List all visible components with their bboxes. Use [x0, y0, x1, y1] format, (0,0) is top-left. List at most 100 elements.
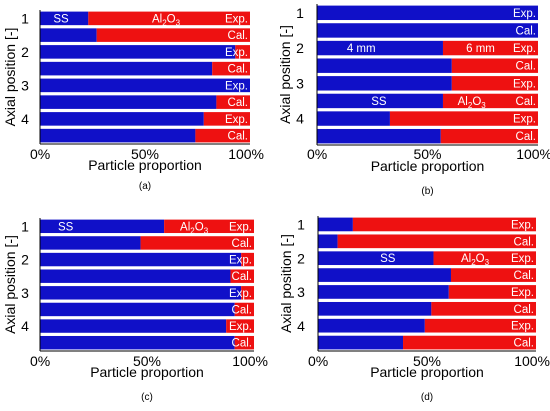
bar-segment-blue	[318, 217, 353, 232]
bar-type-label: Exp.	[229, 288, 252, 300]
x-axis-label: Particle proportion	[88, 157, 202, 173]
x-tick-label: 100%	[232, 353, 268, 369]
bar-segment-red	[212, 61, 250, 76]
bar-segment-red	[96, 28, 250, 42]
bar-segment-blue	[40, 28, 97, 42]
bar-type-label: Cal.	[228, 30, 248, 42]
bar-segment-red	[216, 95, 250, 109]
bar-segment-blue	[40, 78, 250, 93]
bar-segment-blue	[318, 318, 425, 333]
bar-segment-red	[234, 335, 254, 350]
bar-annotation: SS	[53, 13, 69, 25]
bar-segment-blue	[40, 219, 165, 234]
bar-type-label: Cal.	[232, 271, 252, 283]
bar-type-label: Cal.	[516, 61, 536, 73]
x-tick-label: 50%	[133, 353, 161, 369]
bar-segment-blue	[40, 236, 141, 250]
y-tick-label: 2	[21, 252, 29, 268]
bar-type-label: Cal.	[516, 25, 536, 37]
bar-segment-blue	[40, 11, 89, 26]
chart-panel-a: Exp. Cal. Exp. Cal. Exp. Cal. Exp. Cal. SS Al2O3 1…	[2, 10, 264, 192]
bar-segment-red	[431, 301, 536, 316]
bar-segment-red	[226, 319, 254, 333]
bar-segment-blue	[318, 268, 451, 282]
chart-panel-d: Exp. Cal. Exp. Cal. Exp. Cal. Exp. Cal. SS Al2O3 1…	[278, 216, 550, 403]
bar-annotation: SS	[58, 221, 74, 233]
bar-segment-red	[424, 318, 536, 333]
y-tick-label: 1	[21, 11, 29, 27]
bar-segment-blue	[40, 319, 227, 333]
y-tick-label: 1	[21, 219, 29, 235]
x-axis-label: Particle proportion	[370, 364, 484, 380]
bar-segment-blue	[40, 45, 236, 59]
y-tick-label: 3	[296, 75, 304, 91]
bar-type-label: Exp.	[511, 253, 534, 265]
chart-panel-b: Exp. Cal. Exp. Cal. Exp. Cal. Exp. Cal. 4 mm 6 mm…	[277, 4, 550, 197]
x-tick-label: 0%	[30, 146, 50, 162]
bar-segment-blue	[40, 128, 196, 143]
x-axis-label: Particle proportion	[371, 158, 485, 174]
y-tick-label: 2	[21, 44, 29, 60]
bar-type-label: Cal.	[514, 338, 534, 350]
y-tick-label: 4	[21, 318, 29, 334]
bar-annotation: SS	[380, 253, 396, 265]
bar-segment-red	[203, 112, 250, 126]
bar-segment-red	[88, 11, 250, 26]
bar-segment-blue	[317, 111, 390, 126]
bar-segment-blue	[317, 93, 443, 109]
y-axis-label: Axial position [-]	[278, 234, 294, 333]
x-tick-label: 100%	[514, 353, 550, 369]
bar-segment-red	[451, 58, 538, 73]
bar-type-label: Exp.	[513, 114, 536, 126]
y-tick-label: 4	[297, 318, 305, 334]
x-tick-label: 100%	[228, 146, 264, 162]
y-axis-label: Axial position [-]	[2, 235, 18, 334]
subplot-label: (c)	[141, 392, 153, 403]
bar-segment-blue	[318, 335, 404, 350]
bar-type-label: Exp.	[229, 221, 252, 233]
bar-segment-blue	[40, 61, 213, 76]
bar-segment-red	[195, 128, 250, 143]
x-tick-label: 0%	[308, 353, 328, 369]
y-tick-label: 3	[21, 78, 29, 94]
bar-segment-blue	[40, 269, 231, 283]
bar-type-label: Exp.	[229, 321, 252, 333]
bar-type-label: Exp.	[511, 219, 534, 231]
bar-segment-blue	[317, 40, 443, 56]
bar-annotation: Al2O3	[152, 13, 181, 27]
bar-segment-red	[241, 252, 254, 267]
y-tick-label: 1	[296, 5, 304, 21]
bar-segment-blue	[317, 76, 452, 91]
bar-segment-red	[442, 40, 538, 56]
bar-segment-blue	[317, 23, 538, 38]
bar-segment-blue	[40, 95, 217, 109]
x-axis-label: Particle proportion	[90, 364, 204, 380]
bar-segment-blue	[40, 252, 242, 267]
y-axis-label: Axial position [-]	[2, 28, 18, 127]
bar-type-label: Exp.	[511, 287, 534, 299]
x-tick-label: 50%	[413, 353, 441, 369]
bar-segment-red	[140, 236, 254, 250]
bar-segment-blue	[40, 112, 204, 126]
bar-type-label: Exp.	[513, 43, 536, 55]
x-tick-label: 50%	[131, 146, 159, 162]
y-tick-label: 2	[296, 40, 304, 56]
bar-type-label: Exp.	[225, 80, 248, 92]
bar-segment-red	[235, 45, 250, 59]
bar-type-label: Cal.	[232, 338, 252, 350]
bar-segment-red	[352, 217, 536, 232]
bar-segment-red	[337, 234, 536, 249]
bar-annotation: 4 mm	[347, 43, 376, 55]
bar-type-label: Cal.	[514, 304, 534, 316]
x-tick-label: 0%	[307, 146, 327, 162]
bar-type-label: Exp.	[225, 47, 248, 59]
bar-segment-red	[448, 285, 536, 299]
bar-annotation: Al2O3	[461, 253, 490, 267]
subplot-label: (d)	[421, 392, 433, 403]
bar-annotation: Al2O3	[180, 221, 209, 235]
bar-type-label: Cal.	[514, 236, 534, 248]
bar-type-label: Cal.	[516, 96, 536, 108]
bar-segment-red	[164, 219, 254, 234]
bar-type-label: Exp.	[225, 13, 248, 25]
